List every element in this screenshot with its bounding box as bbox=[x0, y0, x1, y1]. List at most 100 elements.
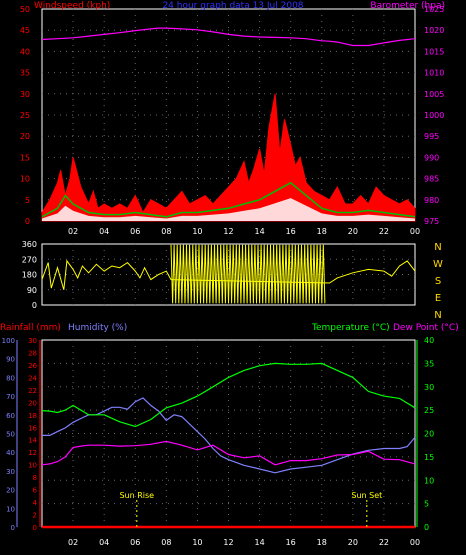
barometer-series bbox=[41, 27, 416, 47]
compass-label: N bbox=[434, 242, 441, 253]
rain-tick-label: 8 bbox=[33, 474, 37, 482]
temp-tick-label: 15 bbox=[424, 453, 434, 462]
sun-annotation: Sun Rise bbox=[119, 491, 154, 500]
humidity-tick-label: 40 bbox=[6, 449, 15, 457]
temp-tick-label: 30 bbox=[424, 383, 434, 392]
rain-tick-label: 14 bbox=[28, 437, 37, 445]
x-tick-label: 10 bbox=[192, 538, 202, 547]
left-tick-label: 35 bbox=[20, 69, 30, 78]
left-tick-label: 0 bbox=[25, 217, 30, 226]
x-tick-label: 16 bbox=[286, 538, 296, 547]
temp-tick-label: 25 bbox=[424, 406, 434, 415]
rain-tick-label: 2 bbox=[33, 512, 37, 520]
humidity-tick-label: 30 bbox=[6, 468, 15, 476]
left-tick-label: 25 bbox=[20, 111, 30, 120]
left-tick-label: 20 bbox=[20, 132, 30, 141]
right-tick-label: 990 bbox=[424, 153, 439, 162]
left-tick-label: 10 bbox=[20, 175, 30, 184]
temperature-humidity-chart: Sun Rise Sun Set0102030405060708090100024… bbox=[0, 323, 459, 547]
compass-label: S bbox=[435, 276, 441, 287]
temp-tick-label: 0 bbox=[424, 523, 429, 532]
wind-direction-series bbox=[41, 259, 416, 290]
x-tick-label: 18 bbox=[317, 538, 327, 547]
rain-tick-label: 6 bbox=[33, 487, 38, 495]
temp-tick-label: 5 bbox=[424, 500, 429, 509]
humidity-title: Humidity (%) bbox=[68, 323, 127, 333]
right-tick-label: 1025 bbox=[424, 5, 444, 14]
x-tick-label: 00 bbox=[410, 538, 420, 547]
x-tick-label: 12 bbox=[223, 538, 233, 547]
right-tick-label: 980 bbox=[424, 196, 439, 205]
left-tick-label: 180 bbox=[22, 271, 37, 280]
humidity-tick-label: 20 bbox=[6, 487, 15, 495]
temp-tick-label: 35 bbox=[424, 359, 434, 368]
x-tick-label: 14 bbox=[254, 227, 264, 236]
temp-tick-label: 40 bbox=[424, 336, 434, 345]
wind-barometer-chart: 0510152025303540455097598098599099510001… bbox=[20, 1, 445, 236]
rain-tick-label: 20 bbox=[28, 399, 37, 407]
humidity-tick-label: 60 bbox=[6, 412, 15, 420]
humidity-tick-label: 70 bbox=[6, 393, 15, 401]
x-tick-label: 20 bbox=[348, 227, 358, 236]
chart-title: 24 hour graph data 13 Jul 2008 bbox=[162, 1, 303, 11]
left-tick-label: 90 bbox=[27, 286, 37, 295]
humidity-tick-label: 50 bbox=[6, 431, 15, 439]
x-tick-label: 12 bbox=[223, 227, 233, 236]
rain-tick-label: 10 bbox=[28, 462, 37, 470]
left-tick-label: 50 bbox=[20, 5, 30, 14]
right-tick-label: 995 bbox=[424, 132, 439, 141]
compass-label: E bbox=[435, 293, 441, 304]
x-tick-label: 20 bbox=[348, 538, 358, 547]
rainfall-title: Rainfall (mm) bbox=[0, 323, 61, 333]
x-tick-label: 00 bbox=[410, 227, 420, 236]
x-tick-label: 08 bbox=[161, 538, 171, 547]
x-tick-label: 10 bbox=[192, 227, 202, 236]
x-tick-label: 18 bbox=[317, 227, 327, 236]
rain-tick-label: 12 bbox=[28, 449, 37, 457]
left-tick-label: 360 bbox=[22, 240, 37, 249]
humidity-tick-label: 90 bbox=[6, 356, 15, 364]
rain-tick-label: 4 bbox=[33, 499, 38, 507]
left-tick-label: 0 bbox=[32, 301, 37, 310]
x-tick-label: 22 bbox=[379, 538, 389, 547]
dewpoint-title: Dew Point (°C) bbox=[393, 323, 459, 333]
gust-series bbox=[41, 93, 416, 222]
rain-tick-label: 30 bbox=[28, 337, 37, 345]
compass-label: W bbox=[433, 259, 443, 270]
right-tick-label: 1015 bbox=[424, 47, 444, 56]
left-tick-label: 270 bbox=[22, 255, 37, 264]
right-tick-label: 985 bbox=[424, 175, 439, 184]
x-tick-label: 06 bbox=[130, 538, 140, 547]
left-tick-label: 5 bbox=[25, 196, 30, 205]
humidity-tick-label: 80 bbox=[6, 374, 15, 382]
x-tick-label: 04 bbox=[99, 227, 109, 236]
x-tick-label: 04 bbox=[99, 538, 109, 547]
wind-direction-oscillation bbox=[170, 244, 326, 304]
humidity-tick-label: 100 bbox=[2, 337, 15, 345]
x-tick-label: 02 bbox=[68, 538, 78, 547]
x-tick-label: 14 bbox=[254, 538, 264, 547]
rain-tick-label: 24 bbox=[28, 374, 37, 382]
rain-tick-label: 16 bbox=[28, 424, 37, 432]
x-tick-label: 08 bbox=[161, 227, 171, 236]
temp-tick-label: 10 bbox=[424, 476, 434, 485]
rain-tick-label: 18 bbox=[28, 412, 37, 420]
rain-tick-label: 28 bbox=[28, 349, 37, 357]
average-wind-series bbox=[41, 181, 416, 218]
rain-tick-label: 22 bbox=[28, 387, 37, 395]
right-tick-label: 975 bbox=[424, 217, 439, 226]
left-tick-label: 30 bbox=[20, 90, 30, 99]
x-tick-label: 06 bbox=[130, 227, 140, 236]
left-axis-title: Windspeed (kph) bbox=[34, 1, 110, 11]
humidity-series bbox=[42, 397, 416, 474]
x-tick-label: 16 bbox=[286, 227, 296, 236]
rain-tick-label: 0 bbox=[33, 524, 37, 532]
rain-tick-label: 26 bbox=[28, 362, 37, 370]
right-tick-label: 1020 bbox=[424, 26, 444, 35]
left-tick-label: 15 bbox=[20, 153, 30, 162]
left-tick-label: 40 bbox=[20, 47, 30, 56]
x-tick-label: 02 bbox=[68, 227, 78, 236]
humidity-tick-label: 10 bbox=[6, 505, 15, 513]
